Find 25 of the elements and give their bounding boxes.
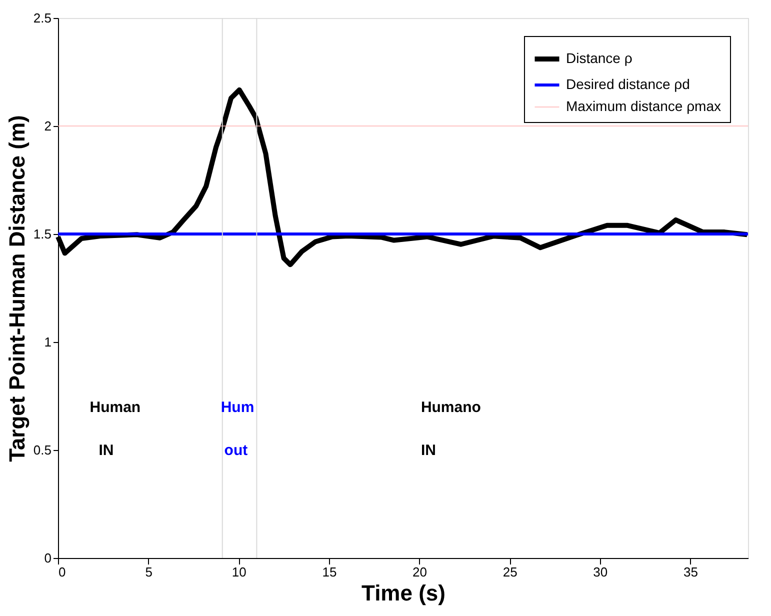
- x-tick-label: 10: [232, 564, 246, 580]
- x-tick-label: 0: [58, 564, 66, 580]
- x-tick-label: 30: [593, 564, 608, 580]
- legend-label: Distance ρ: [566, 50, 632, 66]
- x-tick-label: 15: [322, 564, 337, 580]
- y-tick-label: 1: [44, 334, 52, 350]
- y-tick-label: 0: [44, 550, 52, 566]
- y-tick-label: 2: [44, 118, 52, 134]
- annotation: Humano: [420, 398, 481, 416]
- x-axis-title: Time (s): [362, 580, 446, 606]
- x-tick-label: 35: [683, 564, 698, 580]
- x-tick-label: 5: [145, 564, 152, 580]
- annotation: IN: [420, 442, 436, 459]
- annotation: Human: [90, 398, 141, 416]
- y-tick-label: 0.5: [33, 442, 52, 458]
- y-tick-label: 2.5: [33, 10, 52, 26]
- y-axis-title: Target Point-Human Distance (m): [4, 115, 30, 462]
- annotation: Hum: [220, 398, 254, 416]
- annotation: IN: [98, 442, 114, 459]
- x-tick-label: 20: [412, 564, 427, 580]
- legend-label: Desired distance ρd: [566, 76, 690, 92]
- x-tick-label: 25: [502, 564, 518, 580]
- legend-label: Maximum distance ρmax: [566, 98, 722, 114]
- y-tick-label: 1.5: [33, 226, 52, 242]
- annotation: out: [224, 442, 248, 459]
